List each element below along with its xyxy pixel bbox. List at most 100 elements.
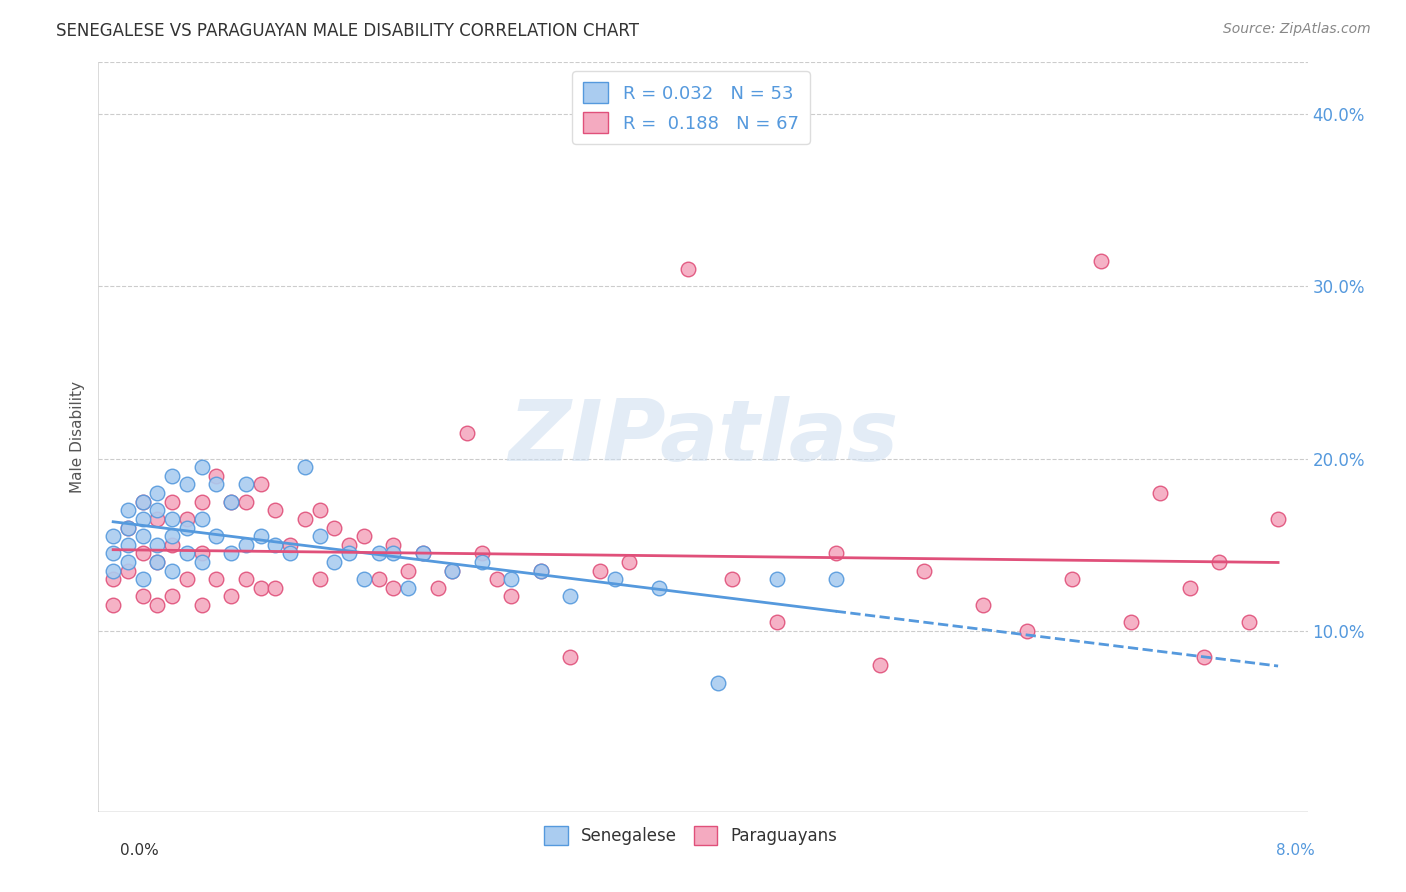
Point	[501, 590, 523, 604]
Point	[560, 590, 582, 604]
Point	[721, 572, 744, 586]
Point	[249, 581, 271, 595]
Point	[471, 555, 494, 569]
Point	[205, 529, 228, 543]
Point	[176, 512, 198, 526]
Point	[824, 546, 846, 560]
Point	[146, 538, 169, 552]
Point	[176, 572, 198, 586]
Point	[205, 468, 228, 483]
Point	[264, 503, 287, 517]
Point	[589, 564, 612, 578]
Point	[160, 468, 183, 483]
Point	[235, 572, 257, 586]
Point	[278, 538, 301, 552]
Point	[678, 262, 700, 277]
Point	[176, 546, 198, 560]
Point	[131, 546, 153, 560]
Point	[396, 581, 419, 595]
Point	[353, 529, 375, 543]
Text: 8.0%: 8.0%	[1275, 843, 1315, 858]
Point	[146, 555, 169, 569]
Point	[190, 494, 212, 508]
Point	[219, 590, 242, 604]
Point	[190, 460, 212, 475]
Point	[367, 572, 389, 586]
Point	[1267, 512, 1289, 526]
Text: Source: ZipAtlas.com: Source: ZipAtlas.com	[1223, 22, 1371, 37]
Point	[160, 494, 183, 508]
Point	[367, 546, 389, 560]
Point	[235, 494, 257, 508]
Point	[219, 494, 242, 508]
Point	[1060, 572, 1083, 586]
Point	[205, 572, 228, 586]
Point	[1119, 615, 1142, 630]
Point	[1208, 555, 1230, 569]
Point	[101, 564, 124, 578]
Point	[353, 572, 375, 586]
Point	[412, 546, 434, 560]
Point	[619, 555, 641, 569]
Point	[190, 512, 212, 526]
Point	[382, 581, 405, 595]
Point	[426, 581, 449, 595]
Point	[146, 555, 169, 569]
Point	[323, 520, 346, 534]
Point	[101, 529, 124, 543]
Point	[117, 555, 139, 569]
Point	[131, 512, 153, 526]
Point	[176, 477, 198, 491]
Point	[249, 477, 271, 491]
Point	[294, 512, 316, 526]
Point	[1017, 624, 1039, 638]
Point	[382, 546, 405, 560]
Point	[456, 425, 478, 440]
Point	[530, 564, 553, 578]
Point	[308, 529, 330, 543]
Point	[972, 598, 994, 612]
Point	[337, 538, 360, 552]
Point	[205, 477, 228, 491]
Point	[1090, 253, 1112, 268]
Point	[176, 520, 198, 534]
Point	[308, 572, 330, 586]
Point	[117, 564, 139, 578]
Point	[101, 572, 124, 586]
Point	[146, 512, 169, 526]
Point	[160, 529, 183, 543]
Point	[264, 581, 287, 595]
Point	[471, 546, 494, 560]
Point	[190, 555, 212, 569]
Point	[869, 658, 891, 673]
Point	[308, 503, 330, 517]
Point	[264, 538, 287, 552]
Point	[101, 546, 124, 560]
Point	[441, 564, 464, 578]
Point	[648, 581, 671, 595]
Point	[219, 546, 242, 560]
Point	[131, 572, 153, 586]
Point	[160, 590, 183, 604]
Point	[1178, 581, 1201, 595]
Point	[485, 572, 508, 586]
Point	[160, 564, 183, 578]
Point	[278, 546, 301, 560]
Point	[382, 538, 405, 552]
Point	[765, 615, 787, 630]
Point	[1237, 615, 1260, 630]
Point	[160, 512, 183, 526]
Point	[117, 503, 139, 517]
Point	[249, 529, 271, 543]
Point	[530, 564, 553, 578]
Point	[412, 546, 434, 560]
Point	[117, 538, 139, 552]
Point	[219, 494, 242, 508]
Point	[706, 675, 728, 690]
Point	[323, 555, 346, 569]
Point	[337, 546, 360, 560]
Point	[441, 564, 464, 578]
Point	[294, 460, 316, 475]
Point	[603, 572, 626, 586]
Text: 0.0%: 0.0%	[120, 843, 159, 858]
